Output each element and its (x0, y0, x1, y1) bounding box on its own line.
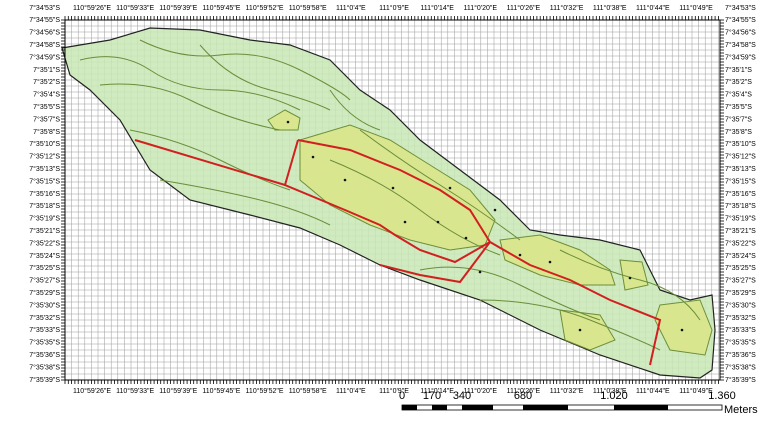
latitude-label: 7°35'35"S (29, 339, 60, 347)
latitude-label: 7°34'59"S (29, 53, 60, 61)
latitude-label: 7°35'4"S (33, 91, 60, 99)
latitude-label: 7°35'10"S (725, 140, 756, 148)
latitude-label: 7°35'19"S (29, 215, 60, 223)
latitude-label: 7°34'58"S (29, 41, 60, 49)
scale-label: 340 (453, 390, 471, 402)
latitude-label: 7°35'21"S (29, 227, 60, 235)
latitude-label: 7°35'2"S (33, 78, 60, 86)
longitude-label: 110°59'58"E (289, 387, 327, 395)
longitude-label: 110°59'58"E (289, 4, 327, 12)
map-view: 110°59'26"E 110°59'26"E 110°59'33"E 110°59'… (0, 0, 758, 439)
latitude-label: 7°35'36"S (725, 351, 756, 359)
longitude-label: 111°0'14"E (420, 4, 454, 12)
scale-label: 0 (399, 390, 405, 402)
latitude-label: 7°35'18"S (29, 202, 60, 210)
latitude-label: 7°35'35"S (725, 339, 756, 347)
latitude-label: 7°35'30"S (725, 301, 756, 309)
latitude-label: 7°35'7"S (33, 115, 60, 123)
latitude-label: 7°35'15"S (29, 177, 60, 185)
latitude-label: 7°35'39"S (29, 376, 60, 384)
longitude-label: 110°59'33"E (116, 387, 154, 395)
latitude-label: 7°34'58"S (725, 41, 756, 49)
latitude-label: 7°35'19"S (725, 215, 756, 223)
latitude-label: 7°35'24"S (725, 252, 756, 260)
latitude-label: 7°34'59"S (725, 53, 756, 61)
latitude-label: 7°35'1"S (33, 66, 60, 74)
longitude-label: 111°0'4"E (336, 387, 366, 395)
longitude-label: 110°59'26"E (73, 387, 111, 395)
longitude-label: 110°59'39"E (159, 387, 197, 395)
scale-segment (523, 405, 568, 410)
latitude-label: 7°35'5"S (725, 103, 752, 111)
latitude-label: 7°35'13"S (29, 165, 60, 173)
latitude-label: 7°35'30"S (29, 301, 60, 309)
longitude-label: 110°59'39"E (159, 4, 197, 12)
longitude-label: 111°0'44"E (636, 4, 670, 12)
latitude-label: 7°35'5"S (33, 103, 60, 111)
latitude-label: 7°35'38"S (29, 363, 60, 371)
latitude-label: 7°34'55"S (725, 16, 756, 24)
latitude-label: 7°35'2"S (725, 78, 752, 86)
latitude-label: 7°35'1"S (725, 66, 752, 74)
latitude-label: 7°35'33"S (725, 326, 756, 334)
latitude-label: 7°34'55"S (29, 16, 60, 24)
scale-segment (614, 405, 668, 410)
latitude-label: 7°35'38"S (725, 363, 756, 371)
latitude-label: 7°35'27"S (29, 277, 60, 285)
longitude-label: 111°0'44"E (636, 387, 670, 395)
latitude-label: 7°35'12"S (29, 153, 60, 161)
scale-label: 680 (514, 390, 532, 402)
latitude-label: 7°35'25"S (725, 264, 756, 272)
scale-label: 170 (423, 390, 441, 402)
latitude-label: 7°35'39"S (725, 376, 756, 384)
latitude-label: 7°35'4"S (725, 91, 752, 99)
latitude-label: 7°34'56"S (725, 29, 756, 37)
latitude-label: 7°35'15"S (725, 177, 756, 185)
latitude-label: 7°35'32"S (29, 314, 60, 322)
latitude-label: 7°35'16"S (725, 190, 756, 198)
latitude-label: 7°35'8"S (725, 128, 752, 136)
longitude-label: 110°59'45"E (202, 4, 240, 12)
latitude-label: 7°35'13"S (725, 165, 756, 173)
longitude-label: 111°0'32"E (550, 4, 584, 12)
latitude-label: 7°35'24"S (29, 252, 60, 260)
scale-unit: Meters (724, 404, 758, 416)
scale-segment (402, 405, 417, 410)
longitude-label: 110°59'45"E (202, 387, 240, 395)
latitude-label: 7°35'32"S (725, 314, 756, 322)
latitude-label: 7°35'29"S (29, 289, 60, 297)
latitude-label: 7°35'21"S (725, 227, 756, 235)
latitude-label: 7°35'16"S (29, 190, 60, 198)
scale-segment (432, 405, 447, 410)
latitude-label: 7°35'22"S (725, 239, 756, 247)
latitude-label: 7°35'12"S (725, 153, 756, 161)
latitude-label: 7°35'27"S (725, 277, 756, 285)
scale-segment (462, 405, 493, 410)
latitude-label: 7°35'33"S (29, 326, 60, 334)
latitude-label: 7°34'53"S (725, 4, 756, 12)
latitude-label: 7°35'29"S (725, 289, 756, 297)
latitude-label: 7°34'56"S (29, 29, 60, 37)
scale-label: 1.020 (600, 390, 628, 402)
longitude-label: 111°0'38"E (593, 4, 627, 12)
latitude-label: 7°34'53"S (29, 4, 60, 12)
longitude-label: 110°59'26"E (73, 4, 111, 12)
longitude-label: 111°0'32"E (550, 387, 584, 395)
latitude-label: 7°35'18"S (725, 202, 756, 210)
longitude-label: 111°0'26"E (507, 4, 541, 12)
longitude-label: 110°59'52"E (246, 387, 284, 395)
latitude-label: 7°35'36"S (29, 351, 60, 359)
latitude-label: 7°35'10"S (29, 140, 60, 148)
latitude-label: 7°35'7"S (725, 115, 752, 123)
longitude-label: 110°59'52"E (246, 4, 284, 12)
longitude-label: 110°59'33"E (116, 4, 154, 12)
latitude-label: 7°35'22"S (29, 239, 60, 247)
latitude-label: 7°35'25"S (29, 264, 60, 272)
scale-label: 1.360 (708, 390, 736, 402)
latitude-label: 7°35'8"S (33, 128, 60, 136)
longitude-label: 111°0'49"E (679, 4, 713, 12)
longitude-label: 111°0'4"E (336, 4, 366, 12)
longitude-label: 111°0'9"E (379, 4, 409, 12)
longitude-label: 111°0'20"E (463, 4, 497, 12)
